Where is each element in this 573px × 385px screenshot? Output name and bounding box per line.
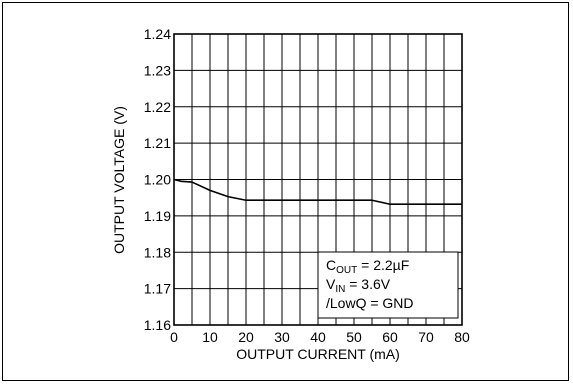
x-tick-label: 50: [346, 329, 362, 345]
y-tick-label: 1.17: [144, 281, 171, 297]
y-tick-label: 1.16: [144, 317, 171, 333]
y-tick-label: 1.24: [144, 26, 171, 42]
legend-line-cout: COUT = 2.2µF: [326, 257, 409, 276]
legend-vin-sub: IN: [335, 284, 345, 295]
y-tick-label: 1.21: [144, 135, 171, 151]
y-tick-label: 1.18: [144, 244, 171, 260]
y-axis-label: OUTPUT VOLTAGE (V): [111, 106, 127, 254]
series-line: [173, 178, 462, 206]
y-tick-label: 1.19: [144, 208, 171, 224]
ticks-layer: 0 10 20 30 40 50 60 70 80 1.16 1.17 1.18 1.19 1.20 1.2…: [144, 26, 470, 345]
x-tick-label: 70: [418, 329, 434, 345]
x-tick-label: 40: [310, 329, 326, 345]
series-layer: [173, 178, 462, 206]
legend-line-lowq: /LowQ = GND: [326, 295, 414, 311]
x-tick-label: 60: [382, 329, 398, 345]
legend-vin-main: V: [326, 276, 336, 292]
x-tick-label: 0: [170, 329, 178, 345]
x-tick-label: 80: [454, 329, 470, 345]
chart-frame: [2, 2, 569, 381]
legend-line-vin: VIN = 3.6V: [326, 276, 391, 295]
legend-cout-sub: OUT: [336, 265, 357, 276]
y-tick-label: 1.22: [144, 99, 171, 115]
x-tick-label: 30: [274, 329, 290, 345]
y-tick-label: 1.23: [144, 62, 171, 78]
legend-vin-rest: = 3.6V: [345, 276, 390, 292]
legend-cout-rest: = 2.2µF: [357, 257, 409, 273]
legend-background: [317, 251, 459, 319]
x-tick-label: 10: [202, 329, 218, 345]
x-tick-label: 20: [238, 329, 254, 345]
legend-box: COUT = 2.2µF VIN = 3.6V /LowQ = GND: [317, 251, 459, 319]
grid-layer: [174, 34, 462, 325]
legend-cout-main: C: [326, 257, 336, 273]
x-axis-label: OUTPUT CURRENT (mA): [236, 346, 400, 362]
y-tick-label: 1.20: [144, 172, 171, 188]
